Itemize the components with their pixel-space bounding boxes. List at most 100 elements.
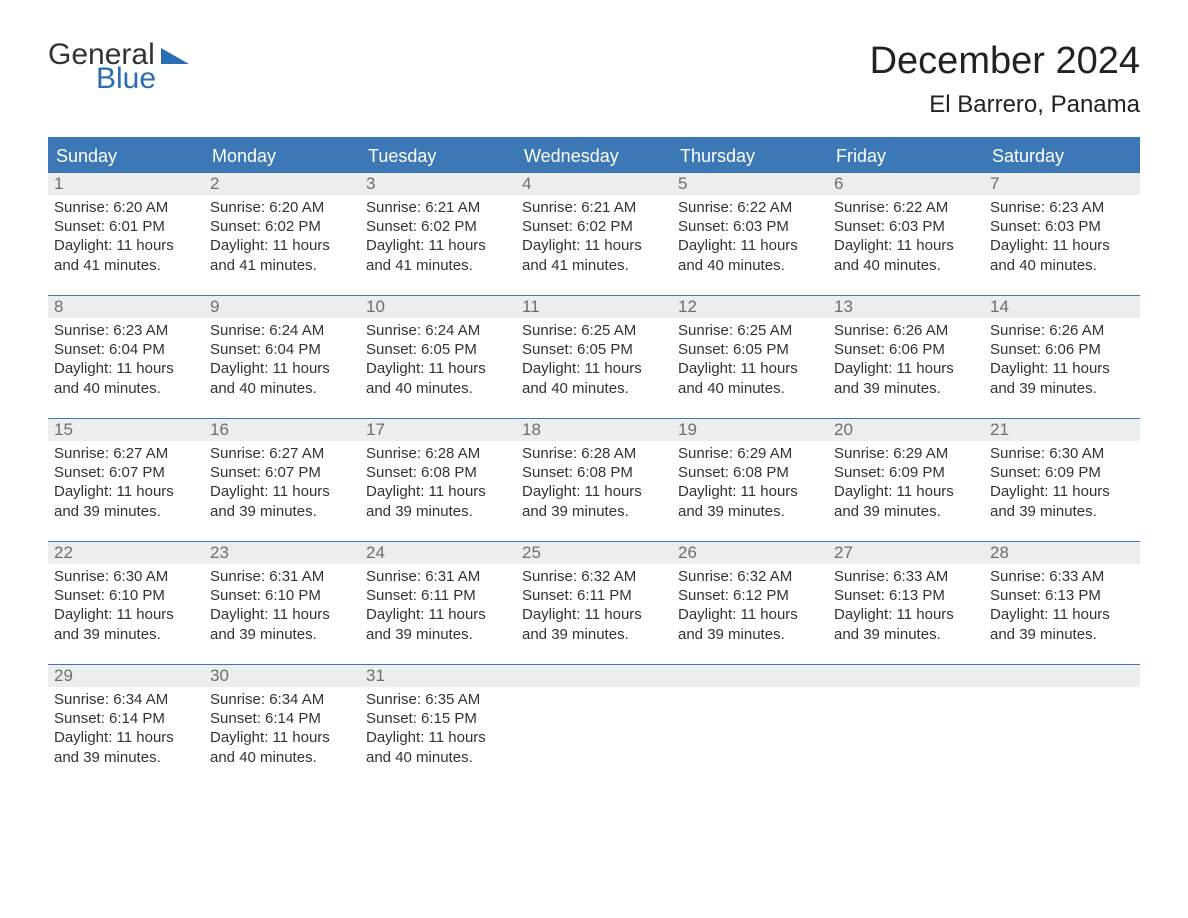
day-cell: 16Sunrise: 6:27 AMSunset: 6:07 PMDayligh…: [204, 419, 360, 541]
day-body: Sunrise: 6:29 AMSunset: 6:08 PMDaylight:…: [672, 441, 828, 527]
day-body: Sunrise: 6:26 AMSunset: 6:06 PMDaylight:…: [828, 318, 984, 404]
day-sunrise: Sunrise: 6:29 AM: [834, 444, 978, 463]
day-cell: 18Sunrise: 6:28 AMSunset: 6:08 PMDayligh…: [516, 419, 672, 541]
day-cell: 30Sunrise: 6:34 AMSunset: 6:14 PMDayligh…: [204, 665, 360, 787]
day-dl1: Daylight: 11 hours: [210, 605, 354, 624]
day-sunset: Sunset: 6:04 PM: [54, 340, 198, 359]
day-sunrise: Sunrise: 6:27 AM: [54, 444, 198, 463]
day-number: 9: [204, 296, 360, 318]
day-dl1: Daylight: 11 hours: [54, 605, 198, 624]
day-cell: [984, 665, 1140, 787]
day-dl1: Daylight: 11 hours: [366, 359, 510, 378]
day-sunrise: Sunrise: 6:32 AM: [678, 567, 822, 586]
day-sunset: Sunset: 6:01 PM: [54, 217, 198, 236]
day-cell: 10Sunrise: 6:24 AMSunset: 6:05 PMDayligh…: [360, 296, 516, 418]
day-body: Sunrise: 6:27 AMSunset: 6:07 PMDaylight:…: [204, 441, 360, 527]
day-cell: 23Sunrise: 6:31 AMSunset: 6:10 PMDayligh…: [204, 542, 360, 664]
day-dl2: and 39 minutes.: [54, 748, 198, 767]
day-body: Sunrise: 6:21 AMSunset: 6:02 PMDaylight:…: [360, 195, 516, 281]
day-number: [984, 665, 1140, 687]
day-sunset: Sunset: 6:03 PM: [678, 217, 822, 236]
day-number: 21: [984, 419, 1140, 441]
day-dl2: and 40 minutes.: [834, 256, 978, 275]
day-body: Sunrise: 6:33 AMSunset: 6:13 PMDaylight:…: [984, 564, 1140, 650]
day-dl1: Daylight: 11 hours: [522, 482, 666, 501]
day-dl2: and 39 minutes.: [366, 625, 510, 644]
day-sunset: Sunset: 6:05 PM: [522, 340, 666, 359]
day-sunset: Sunset: 6:09 PM: [834, 463, 978, 482]
logo-blue-text: Blue: [96, 64, 189, 94]
day-body: Sunrise: 6:34 AMSunset: 6:14 PMDaylight:…: [204, 687, 360, 773]
day-dl1: Daylight: 11 hours: [54, 236, 198, 255]
day-dl2: and 40 minutes.: [990, 256, 1134, 275]
day-cell: [672, 665, 828, 787]
day-sunrise: Sunrise: 6:24 AM: [366, 321, 510, 340]
week-row: 8Sunrise: 6:23 AMSunset: 6:04 PMDaylight…: [48, 295, 1140, 418]
day-sunrise: Sunrise: 6:26 AM: [834, 321, 978, 340]
day-sunset: Sunset: 6:13 PM: [834, 586, 978, 605]
day-body: Sunrise: 6:26 AMSunset: 6:06 PMDaylight:…: [984, 318, 1140, 404]
day-number: [828, 665, 984, 687]
day-number: 16: [204, 419, 360, 441]
day-sunset: Sunset: 6:08 PM: [366, 463, 510, 482]
day-dl2: and 40 minutes.: [678, 379, 822, 398]
day-body: Sunrise: 6:24 AMSunset: 6:05 PMDaylight:…: [360, 318, 516, 404]
day-body: Sunrise: 6:29 AMSunset: 6:09 PMDaylight:…: [828, 441, 984, 527]
day-dl1: Daylight: 11 hours: [834, 482, 978, 501]
day-dl2: and 39 minutes.: [834, 625, 978, 644]
day-dl1: Daylight: 11 hours: [366, 236, 510, 255]
day-number: 17: [360, 419, 516, 441]
day-number: 31: [360, 665, 516, 687]
day-cell: 29Sunrise: 6:34 AMSunset: 6:14 PMDayligh…: [48, 665, 204, 787]
day-cell: [516, 665, 672, 787]
day-dl2: and 39 minutes.: [834, 379, 978, 398]
day-dl2: and 40 minutes.: [210, 748, 354, 767]
day-dl1: Daylight: 11 hours: [678, 359, 822, 378]
day-cell: 20Sunrise: 6:29 AMSunset: 6:09 PMDayligh…: [828, 419, 984, 541]
day-sunset: Sunset: 6:06 PM: [990, 340, 1134, 359]
day-dl2: and 40 minutes.: [54, 379, 198, 398]
day-cell: 19Sunrise: 6:29 AMSunset: 6:08 PMDayligh…: [672, 419, 828, 541]
day-cell: 5 Sunrise: 6:22 AMSunset: 6:03 PMDaylight…: [672, 173, 828, 295]
day-number: 13: [828, 296, 984, 318]
day-dl1: Daylight: 11 hours: [678, 236, 822, 255]
day-sunrise: Sunrise: 6:30 AM: [54, 567, 198, 586]
day-cell: 11Sunrise: 6:25 AMSunset: 6:05 PMDayligh…: [516, 296, 672, 418]
day-body: Sunrise: 6:20 AMSunset: 6:01 PMDaylight:…: [48, 195, 204, 281]
day-sunset: Sunset: 6:15 PM: [366, 709, 510, 728]
day-dl2: and 39 minutes.: [210, 502, 354, 521]
day-number: 4: [516, 173, 672, 195]
day-dl2: and 39 minutes.: [834, 502, 978, 521]
day-number: 11: [516, 296, 672, 318]
day-sunrise: Sunrise: 6:22 AM: [678, 198, 822, 217]
day-cell: 4Sunrise: 6:21 AMSunset: 6:02 PMDaylight…: [516, 173, 672, 295]
day-dl1: Daylight: 11 hours: [522, 605, 666, 624]
week-row: 1Sunrise: 6:20 AMSunset: 6:01 PMDaylight…: [48, 173, 1140, 295]
day-number: 12: [672, 296, 828, 318]
day-sunset: Sunset: 6:11 PM: [366, 586, 510, 605]
day-sunset: Sunset: 6:09 PM: [990, 463, 1134, 482]
day-body: Sunrise: 6:23 AMSunset: 6:04 PMDaylight:…: [48, 318, 204, 404]
day-sunset: Sunset: 6:10 PM: [210, 586, 354, 605]
day-cell: 3Sunrise: 6:21 AMSunset: 6:02 PMDaylight…: [360, 173, 516, 295]
day-number: 5: [672, 173, 828, 195]
day-number: [672, 665, 828, 687]
day-sunrise: Sunrise: 6:31 AM: [210, 567, 354, 586]
day-cell: 31Sunrise: 6:35 AMSunset: 6:15 PMDayligh…: [360, 665, 516, 787]
day-sunrise: Sunrise: 6:20 AM: [210, 198, 354, 217]
day-sunset: Sunset: 6:04 PM: [210, 340, 354, 359]
day-cell: 17Sunrise: 6:28 AMSunset: 6:08 PMDayligh…: [360, 419, 516, 541]
day-number: 27: [828, 542, 984, 564]
day-body: Sunrise: 6:31 AMSunset: 6:11 PMDaylight:…: [360, 564, 516, 650]
day-cell: 21Sunrise: 6:30 AMSunset: 6:09 PMDayligh…: [984, 419, 1140, 541]
day-dl1: Daylight: 11 hours: [210, 359, 354, 378]
day-number: 3: [360, 173, 516, 195]
day-sunset: Sunset: 6:02 PM: [522, 217, 666, 236]
day-number: 24: [360, 542, 516, 564]
day-cell: 7Sunrise: 6:23 AMSunset: 6:03 PMDaylight…: [984, 173, 1140, 295]
day-sunset: Sunset: 6:03 PM: [990, 217, 1134, 236]
day-number: 28: [984, 542, 1140, 564]
day-number: 8: [48, 296, 204, 318]
day-number: 20: [828, 419, 984, 441]
calendar-header-row: SundayMondayTuesdayWednesdayThursdayFrid…: [48, 140, 1140, 173]
